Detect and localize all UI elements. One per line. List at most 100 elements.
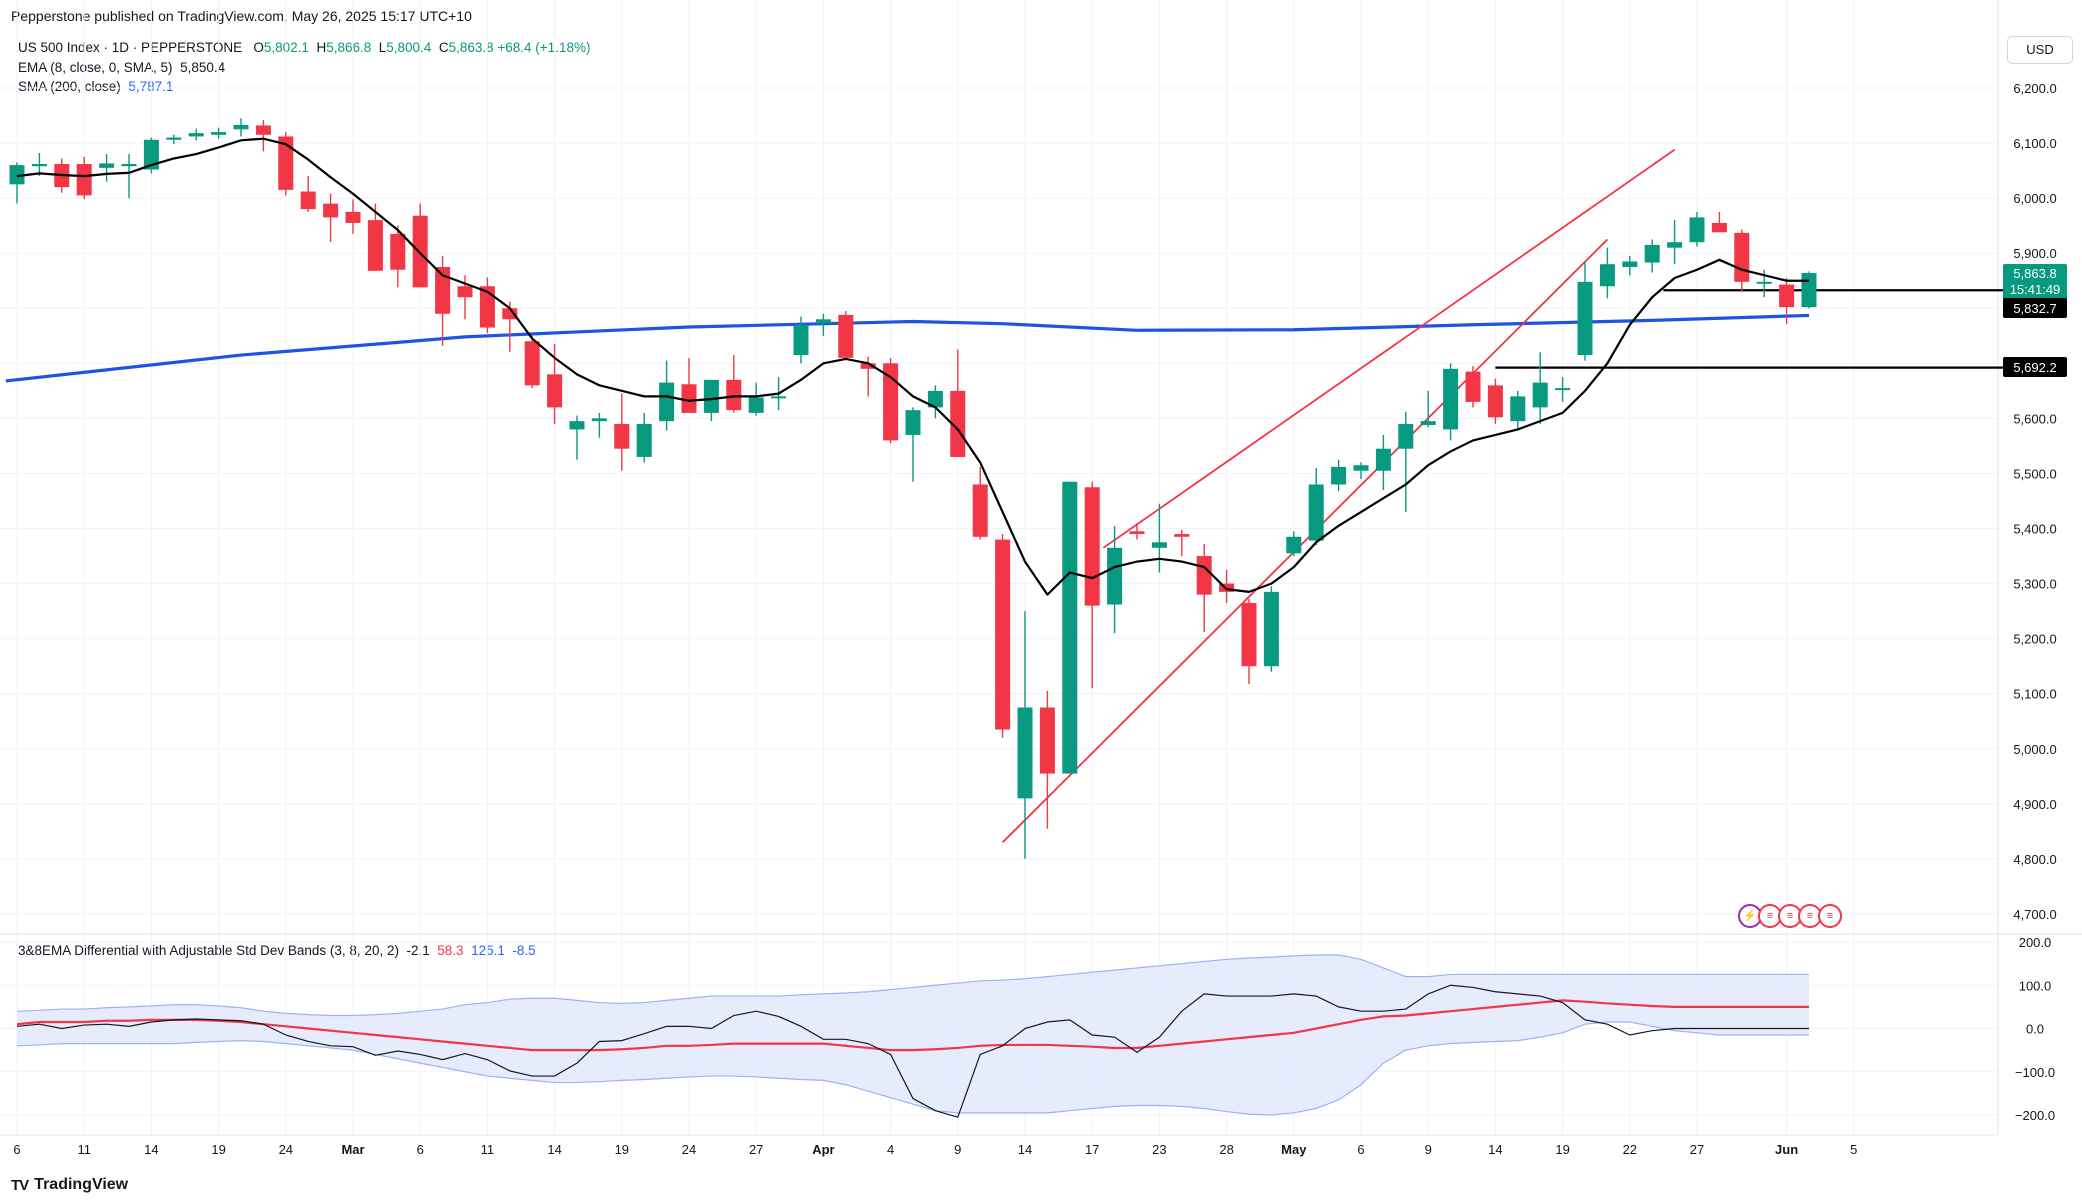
price-tick-label: 6,100.0 (2013, 136, 2056, 151)
candle-up (591, 418, 607, 422)
price-tick-label: 6,000.0 (2013, 191, 2056, 206)
time-tick-label: 24 (682, 1142, 696, 1157)
candle-up (1667, 242, 1683, 248)
candle-down (76, 163, 92, 196)
ohlc-row: US 500 Index · 1D · PEPPERSTONE O5,802.1… (18, 38, 590, 58)
price-tick-label: 5,600.0 (2013, 411, 2056, 426)
price-tick-label: 4,800.0 (2013, 852, 2056, 867)
candle-up (1151, 542, 1167, 548)
horizontal-levels (1495, 289, 2003, 369)
time-tick-label: 6 (417, 1142, 424, 1157)
candle-up (1801, 273, 1817, 308)
upper-band (16, 954, 1809, 1017)
candle-down (1039, 707, 1055, 774)
candle-up (1107, 547, 1123, 605)
candles (9, 118, 1817, 859)
sma-legend-row[interactable]: SMA (200, close) 5,787.1 (18, 77, 590, 97)
countdown-text: 15:41:49 (2010, 282, 2061, 297)
candle-up (1263, 591, 1279, 667)
candle-up (233, 124, 249, 130)
candle-up (927, 390, 943, 408)
time-tick-label: 11 (77, 1142, 91, 1157)
sma-200-path (5, 313, 1810, 383)
time-tick-label: 14 (547, 1142, 561, 1157)
candle-up (793, 324, 809, 356)
candle-down (1129, 531, 1145, 535)
time-tick-label: 5 (1850, 1142, 1857, 1157)
candle-down (972, 484, 988, 537)
candle-up (9, 165, 25, 185)
candle-down (995, 539, 1011, 730)
indicator-value-3: 125.1 (471, 943, 505, 958)
candle-up (905, 410, 921, 435)
open-label: O (253, 40, 264, 55)
ema-legend-row[interactable]: EMA (8, close, 0, SMA, 5) 5,850.4 (18, 58, 590, 78)
last-price-badge (2003, 264, 2067, 300)
indicator-tick-label: 100.0 (2019, 978, 2052, 993)
indicator-legend[interactable]: 3&8EMA Differential with Adjustable Std … (18, 943, 536, 958)
time-tick-label: 6 (13, 1142, 20, 1157)
us-flag-icon[interactable]: ≡ (1818, 904, 1842, 928)
signal-line (16, 999, 1809, 1052)
candle-up (31, 163, 47, 167)
candle-down (838, 314, 854, 358)
level-2-badge (2003, 357, 2067, 377)
tradingview-brand: TradingView (34, 1176, 129, 1193)
time-axis[interactable]: 6 11 14 19 24 Mar 6 11 14 19 24 27 Apr 4 9 14 17 23 28 May 6… (13, 1142, 1857, 1157)
symbol-name[interactable]: US 500 Index · 1D · PEPPERSTONE (18, 40, 243, 55)
candle-down (1711, 222, 1727, 233)
price-tick-label: 6,200.0 (2013, 81, 2056, 96)
candle-down (1174, 534, 1190, 537)
time-tick-label: Apr (812, 1142, 834, 1157)
open-value: 5,802.1 (263, 40, 309, 55)
candle-down (614, 423, 630, 449)
candle-up (1308, 484, 1324, 541)
differential-line (16, 984, 1809, 1118)
indicator-tick-label: 0.0 (2026, 1022, 2044, 1037)
candle-down (1241, 602, 1257, 667)
tradingview-logo-icon: TV (11, 1176, 29, 1194)
indicator-axis[interactable]: 200.0 100.0 0.0 −100.0 −200.0 (2015, 935, 2055, 1123)
time-tick-label: 19 (1555, 1142, 1569, 1157)
price-tick-label: 5,200.0 (2013, 632, 2056, 647)
candle-up (1622, 261, 1638, 267)
indicator-tick-label: −100.0 (2015, 1065, 2055, 1080)
price-tick-label: 5,300.0 (2013, 577, 2056, 592)
candle-down (1487, 385, 1503, 418)
candle-up (121, 163, 137, 167)
candle-up (1353, 465, 1369, 471)
time-tick-label: 27 (749, 1142, 763, 1157)
event-icons[interactable]: ⚡ ≡ ≡ ≡ ≡ (1738, 904, 1842, 928)
indicator-value-2: 58.3 (437, 943, 464, 958)
price-tick-label: 5,500.0 (2013, 466, 2056, 481)
sma-label: SMA (200, close) (18, 79, 121, 94)
candle-down (278, 136, 294, 190)
tradingview-logo[interactable]: TV TradingView (11, 1176, 128, 1194)
time-tick-label: 14 (1488, 1142, 1502, 1157)
candle-up (1689, 217, 1705, 243)
candle-down (435, 266, 451, 314)
candle-up (636, 423, 652, 457)
candle-up (1375, 448, 1391, 471)
candle-up (1331, 466, 1347, 485)
candle-down (681, 384, 697, 413)
close-label: C (438, 40, 449, 55)
candle-down (883, 363, 899, 441)
time-tick-label: 9 (1425, 1142, 1432, 1157)
currency-button[interactable]: USD (2007, 36, 2073, 64)
candle-up (1756, 281, 1772, 284)
candle-down (860, 363, 876, 369)
candle-up (748, 397, 764, 413)
publisher-line: Pepperstone published on TradingView.com… (11, 8, 472, 24)
ema-8-path (16, 137, 1809, 596)
candle-down (390, 233, 406, 270)
candle-down (367, 220, 383, 271)
low-label: L (378, 40, 387, 55)
lower-band (16, 1021, 1809, 1116)
time-tick-label: 11 (481, 1142, 495, 1157)
time-tick-label: 24 (279, 1142, 293, 1157)
price-axis[interactable]: 6,200.06,100.06,000.05,900.05,800.05,700… (2013, 81, 2056, 922)
time-tick-label: 22 (1623, 1142, 1637, 1157)
candle-down (412, 215, 428, 288)
